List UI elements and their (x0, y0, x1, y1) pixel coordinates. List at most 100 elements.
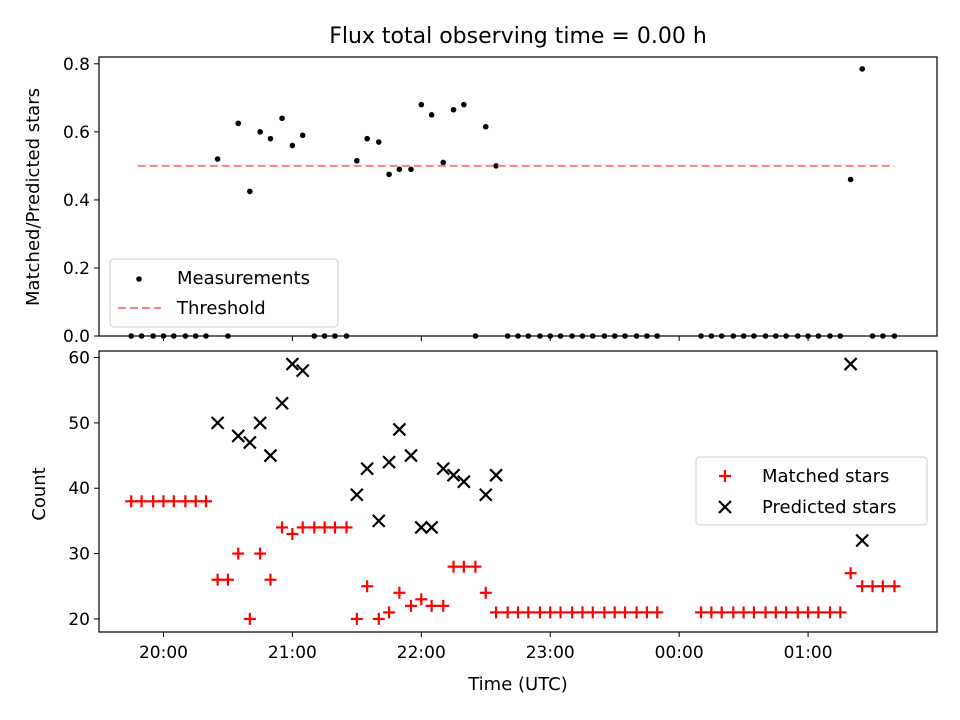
bottom-legend-box (695, 456, 928, 526)
measurement-point (644, 333, 650, 339)
matched-stars-point (308, 521, 321, 534)
predicted-stars-point (404, 448, 418, 463)
bottom-axes-frame (98, 350, 938, 633)
measurement-point (611, 333, 618, 339)
top-legend: Measurements Threshold (109, 258, 339, 328)
predicted-stars-point (478, 487, 493, 502)
matched-stars-point (576, 606, 589, 619)
predicted-stars-point (360, 461, 374, 476)
legend-measurements-label: Measurements (177, 268, 310, 289)
measurement-point (408, 166, 414, 173)
top-y-tick-label: 0.4 (63, 191, 90, 211)
matched-stars-point (286, 527, 299, 540)
measurement-point (386, 171, 392, 178)
predicted-stars-point (350, 487, 364, 502)
predicted-stars-point (371, 514, 386, 528)
measurement-point (289, 142, 296, 149)
predicted-stars-point (275, 396, 289, 411)
matched-stars-point (221, 573, 234, 586)
measurement-point (225, 333, 231, 339)
matched-stars-point (769, 606, 782, 619)
measurement-point (160, 333, 167, 339)
measurement-point (235, 120, 242, 127)
measurement-point (601, 333, 608, 339)
matched-stars-point (619, 606, 632, 619)
x-axis-label: Time (UTC) (467, 674, 568, 695)
legend-predicted-marker (718, 500, 732, 514)
matched-stars-point (328, 521, 341, 534)
measurement-point (214, 156, 221, 162)
measurement-point (740, 333, 747, 339)
measurement-point (504, 333, 511, 339)
matched-stars-point (415, 593, 428, 606)
measurement-point (461, 101, 467, 108)
matched-stars-point (189, 495, 202, 508)
matched-stars-point (340, 521, 353, 534)
matched-stars-point (640, 606, 653, 619)
top-y-tick-label: 0.0 (63, 327, 90, 347)
predicted-stars-point (253, 416, 267, 430)
matched-stars-point (566, 606, 579, 619)
matched-stars-point (243, 612, 256, 625)
bottom-y-ticks: 20 30 40 50 60 (68, 349, 99, 630)
x-tick-label: 22:00 (397, 643, 446, 663)
measurement-point (698, 333, 704, 339)
measurement-point (783, 333, 789, 339)
matched-stars-point (856, 580, 869, 593)
matched-stars-point (167, 495, 180, 508)
measurement-point (891, 333, 898, 339)
measurement-point (589, 333, 596, 339)
measurement-point (150, 333, 156, 339)
legend-measurements-marker (136, 276, 142, 282)
measurement-point (138, 333, 145, 339)
matched-stars-point (630, 606, 643, 619)
measurement-point (622, 333, 628, 339)
predicted-stars-point (414, 520, 429, 535)
measurement-point (633, 333, 640, 339)
bottom-y-tick-label: 20 (68, 610, 90, 630)
matched-stars-point (608, 606, 621, 619)
matched-stars-point (791, 606, 804, 619)
measurement-point (332, 333, 338, 339)
matched-stars-point (888, 580, 901, 593)
matched-stars-point (501, 606, 514, 619)
top-y-tick-label: 0.2 (63, 259, 90, 279)
matched-stars-point (479, 586, 492, 599)
predicted-stars-point (231, 429, 246, 443)
measurement-point (547, 333, 554, 339)
matched-stars-point (157, 495, 170, 508)
predicted-stars-point (855, 533, 870, 548)
measurement-point (192, 333, 199, 339)
matched-stars-point (866, 580, 879, 593)
measurement-point (515, 333, 521, 339)
measurement-point (751, 333, 757, 339)
matched-stars-point (425, 599, 438, 612)
measurement-point (182, 333, 189, 339)
measurement-point (396, 166, 403, 173)
measurement-point (827, 333, 833, 339)
measurement-point (569, 333, 575, 339)
measurement-point (428, 112, 435, 118)
matched-stars-point (296, 521, 309, 534)
legend-threshold-label: Threshold (176, 298, 266, 319)
matched-stars-point (232, 547, 245, 560)
measurement-point (794, 333, 801, 339)
matched-stars-point (383, 606, 396, 619)
measurement-point (440, 159, 447, 166)
matched-stars-point (705, 606, 718, 619)
top-y-ticks: 0.0 0.2 0.4 0.6 0.8 (63, 55, 99, 347)
bottom-y-axis-label: Count (29, 467, 50, 520)
measurement-point (472, 333, 479, 339)
measurement-point (375, 139, 382, 145)
matched-stars-point (544, 606, 557, 619)
x-tick-label: 20:00 (139, 643, 188, 663)
matched-stars-point (147, 495, 160, 508)
measurement-point (869, 333, 876, 339)
matched-stars-point (276, 521, 289, 534)
matched-stars-point (264, 573, 277, 586)
matched-stars-point (522, 606, 535, 619)
measurement-point (708, 333, 715, 339)
matched-stars-point (651, 606, 664, 619)
top-legend-box (109, 258, 339, 328)
